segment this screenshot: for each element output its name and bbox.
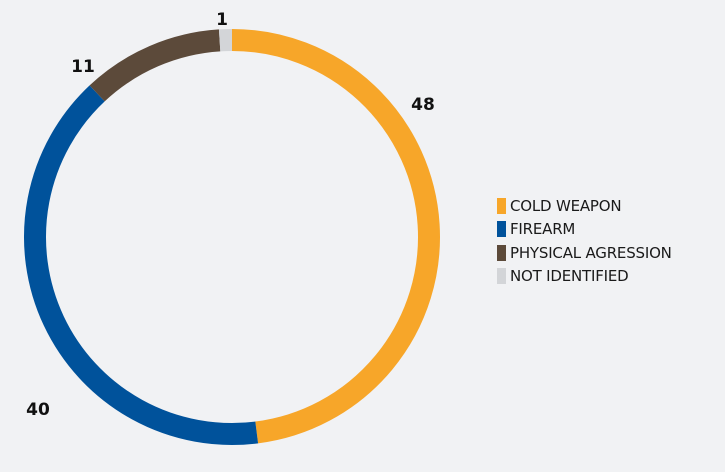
donut-slice-physical-agression: [89, 29, 221, 102]
data-label-physical-agression: 11: [71, 57, 95, 77]
legend-swatch-cold-weapon: [497, 197, 506, 214]
chart-legend: COLD WEAPON FIREARM PHYSICAL AGRESSION NOT …: [497, 194, 672, 288]
data-label-not-identified: 1: [216, 10, 228, 30]
legend-swatch-firearm: [497, 221, 506, 238]
data-label-cold-weapon: 48: [411, 95, 435, 115]
legend-item-firearm: FIREARM: [497, 218, 672, 242]
legend-swatch-physical-agression: [497, 244, 506, 261]
donut-slices: [24, 29, 440, 445]
legend-item-cold-weapon: COLD WEAPON: [497, 194, 672, 218]
legend-label: FIREARM: [510, 220, 576, 239]
legend-item-not-identified: NOT IDENTIFIED: [497, 265, 672, 289]
legend-swatch-not-identified: [497, 268, 506, 285]
legend-label: NOT IDENTIFIED: [510, 267, 629, 286]
data-label-firearm: 40: [26, 400, 50, 420]
legend-label: PHYSICAL AGRESSION: [510, 243, 672, 262]
legend-item-physical-agression: PHYSICAL AGRESSION: [497, 241, 672, 265]
donut-slice-firearm: [24, 85, 259, 445]
donut-slice-cold-weapon: [231, 29, 440, 444]
legend-label: COLD WEAPON: [510, 196, 622, 215]
